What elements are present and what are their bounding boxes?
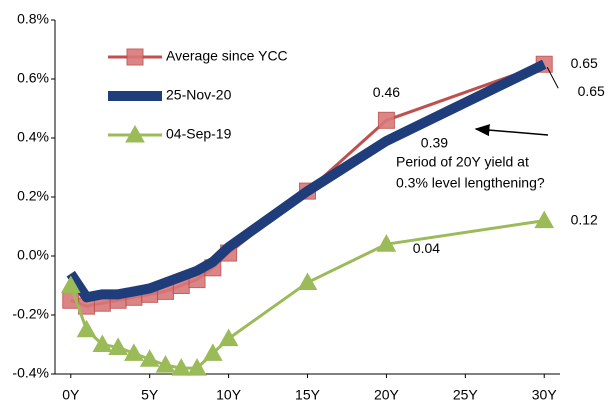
legend-label: 25-Nov-20: [166, 87, 232, 103]
x-tick-label: 15Y: [295, 387, 321, 403]
data-point: [124, 343, 144, 361]
x-tick-label: 20Y: [374, 387, 400, 403]
label-leader: [546, 67, 559, 89]
data-label: 0.65: [571, 55, 598, 71]
y-tick-label: 0.8%: [17, 11, 49, 27]
series-line: [66, 59, 547, 303]
data-point: [376, 234, 397, 252]
x-tick-label: 25Y: [453, 387, 479, 403]
data-point: [534, 210, 555, 229]
data-point: [139, 349, 160, 367]
data-point: [60, 275, 81, 293]
data-point: [202, 343, 223, 361]
x-tick-label: 10Y: [216, 387, 242, 403]
annotation: 0.3% level lengthening?: [396, 175, 545, 191]
legend-label: Average since YCC: [166, 48, 288, 64]
data-point: [171, 358, 192, 376]
x-tick-label: 5Y: [141, 387, 159, 403]
y-tick-label: 0.2%: [17, 188, 49, 204]
legend-marker: [126, 48, 144, 66]
data-point: [218, 328, 239, 347]
data-point: [297, 272, 318, 291]
data-label: 0.04: [413, 240, 440, 256]
data-point: [92, 334, 113, 352]
legend-label: 04-Sep-19: [166, 126, 232, 142]
data-label: 0.46: [373, 84, 400, 100]
y-tick-label: 0.6%: [17, 70, 49, 86]
y-tick-label: -0.2%: [12, 306, 49, 322]
data-label: 0.65: [578, 83, 605, 99]
x-tick-label: 0Y: [62, 387, 80, 403]
annotation: Period of 20Y yield at: [396, 154, 529, 170]
data-point: [187, 358, 207, 376]
y-tick-label: 0.4%: [17, 129, 49, 145]
y-tick-label: -0.4%: [12, 365, 49, 381]
data-point: [76, 319, 97, 338]
annotation-arrow: [474, 124, 549, 137]
legend-marker: [125, 124, 145, 143]
x-tick-label: 30Y: [532, 387, 558, 403]
y-tick-label: 0.0%: [17, 247, 49, 263]
data-label: 0.39: [421, 135, 448, 151]
data-point: [155, 355, 176, 373]
data-label: 0.12: [571, 211, 598, 227]
data-point: [108, 337, 128, 355]
data-point: [377, 111, 395, 129]
